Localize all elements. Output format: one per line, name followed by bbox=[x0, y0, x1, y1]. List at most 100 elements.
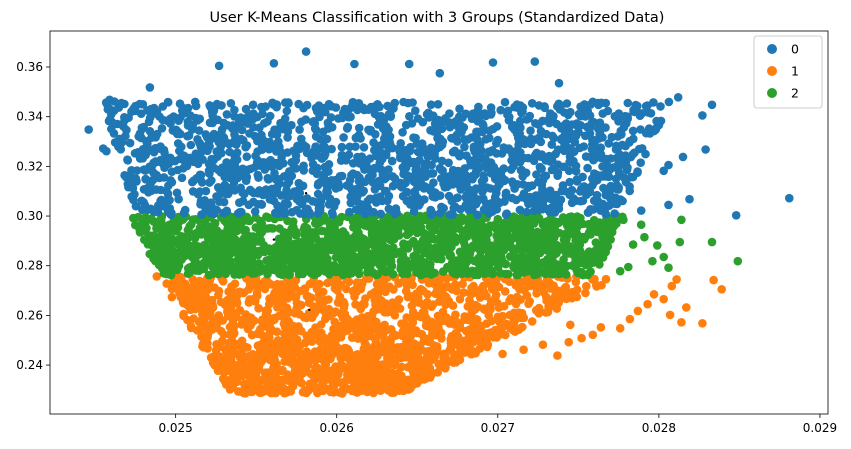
outlier-point bbox=[488, 58, 498, 67]
outlier-point bbox=[577, 333, 586, 343]
outlier-point bbox=[615, 266, 625, 276]
data-point bbox=[253, 147, 262, 156]
data-point bbox=[458, 251, 467, 260]
data-point bbox=[272, 360, 282, 369]
data-point bbox=[174, 194, 183, 204]
data-point bbox=[355, 173, 364, 182]
data-point bbox=[537, 129, 547, 138]
data-point bbox=[532, 270, 542, 279]
data-point bbox=[315, 337, 325, 346]
outlier-point bbox=[615, 324, 625, 333]
data-point bbox=[455, 294, 465, 304]
series-1 bbox=[152, 272, 726, 398]
data-point bbox=[186, 140, 196, 150]
data-point bbox=[497, 231, 507, 240]
data-point bbox=[473, 142, 483, 151]
data-point bbox=[151, 185, 161, 194]
data-point bbox=[614, 185, 623, 194]
data-point bbox=[378, 378, 387, 388]
data-point bbox=[220, 172, 229, 182]
data-point bbox=[238, 164, 247, 174]
data-point bbox=[477, 321, 487, 331]
data-point bbox=[256, 236, 266, 245]
data-point bbox=[628, 126, 638, 136]
data-point bbox=[167, 167, 177, 176]
data-point bbox=[381, 132, 390, 141]
data-point bbox=[324, 200, 334, 209]
data-point bbox=[235, 287, 244, 297]
data-point bbox=[332, 368, 342, 377]
data-point bbox=[488, 204, 497, 214]
data-point bbox=[151, 240, 160, 249]
data-point bbox=[423, 160, 433, 169]
data-point bbox=[481, 135, 491, 144]
data-point bbox=[167, 284, 177, 294]
data-point bbox=[166, 270, 176, 280]
outlier-point bbox=[707, 237, 717, 247]
data-point bbox=[649, 98, 658, 107]
data-point bbox=[242, 248, 251, 257]
data-point bbox=[241, 104, 251, 114]
data-point bbox=[203, 285, 213, 295]
data-point bbox=[445, 210, 455, 219]
data-point bbox=[163, 97, 173, 107]
data-point bbox=[313, 363, 323, 373]
data-point bbox=[167, 292, 177, 302]
data-point bbox=[445, 319, 454, 328]
data-point bbox=[534, 213, 544, 223]
data-point bbox=[437, 140, 447, 150]
data-point bbox=[458, 234, 468, 244]
data-point bbox=[226, 367, 236, 376]
data-point bbox=[189, 296, 199, 306]
data-point bbox=[431, 243, 440, 253]
data-point bbox=[302, 224, 312, 233]
data-point bbox=[320, 142, 330, 152]
data-point bbox=[210, 266, 219, 276]
data-point bbox=[404, 228, 413, 238]
outlier-point bbox=[572, 119, 581, 128]
data-point bbox=[238, 315, 247, 325]
data-point bbox=[307, 337, 317, 346]
data-point bbox=[300, 284, 310, 294]
data-point bbox=[365, 266, 375, 276]
data-point bbox=[336, 156, 346, 165]
data-point bbox=[468, 171, 477, 181]
outlier-point bbox=[659, 166, 668, 176]
data-point bbox=[345, 207, 354, 217]
data-point bbox=[205, 142, 214, 151]
data-point bbox=[241, 342, 250, 352]
data-point bbox=[468, 241, 478, 250]
data-point bbox=[430, 330, 440, 340]
data-point bbox=[569, 147, 579, 156]
data-point bbox=[464, 332, 474, 342]
data-point bbox=[385, 282, 394, 292]
data-point bbox=[373, 279, 383, 289]
data-point bbox=[397, 362, 407, 372]
data-point bbox=[311, 219, 320, 228]
data-point bbox=[399, 239, 408, 248]
data-point bbox=[583, 163, 592, 173]
data-point bbox=[343, 122, 353, 132]
data-point bbox=[235, 198, 244, 207]
data-point bbox=[467, 309, 476, 318]
data-point bbox=[426, 100, 436, 109]
outlier-point bbox=[566, 107, 575, 117]
data-point bbox=[311, 142, 320, 151]
data-point bbox=[349, 360, 358, 370]
outlier-point bbox=[628, 240, 638, 249]
data-point bbox=[618, 196, 627, 206]
data-point bbox=[265, 349, 274, 359]
data-point bbox=[569, 156, 578, 166]
data-point bbox=[503, 106, 513, 116]
data-point bbox=[222, 110, 232, 119]
data-point bbox=[258, 109, 267, 119]
outlier-point bbox=[604, 172, 614, 182]
data-point bbox=[129, 213, 138, 223]
data-point bbox=[501, 188, 511, 198]
data-point bbox=[218, 367, 228, 376]
data-point bbox=[333, 286, 342, 295]
series-2 bbox=[129, 211, 743, 280]
data-point bbox=[375, 102, 384, 112]
data-point bbox=[472, 315, 481, 324]
data-point bbox=[353, 323, 362, 333]
